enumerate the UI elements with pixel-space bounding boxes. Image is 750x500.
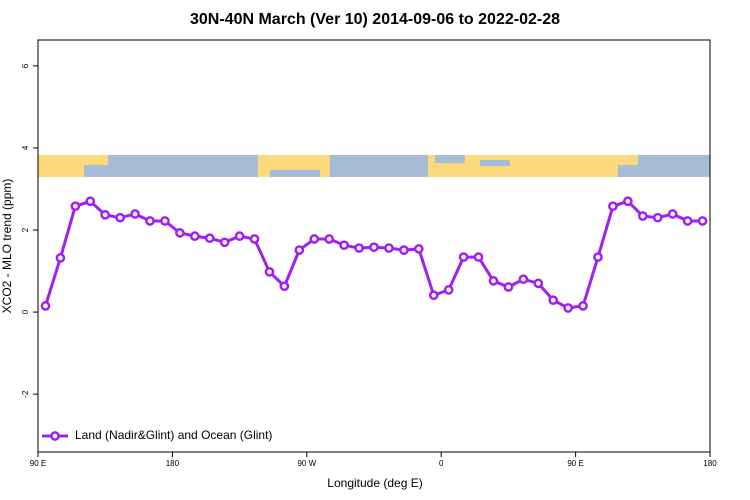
- point: [384, 243, 394, 253]
- point: [249, 234, 260, 244]
- y-tick-label: 0: [21, 309, 30, 314]
- point: [55, 253, 66, 263]
- point: [652, 212, 663, 223]
- point: [130, 209, 140, 219]
- point: [175, 228, 185, 238]
- point: [518, 274, 529, 285]
- point: [563, 303, 573, 313]
- point: [533, 278, 544, 289]
- x-tick-label: 90 W: [297, 459, 316, 468]
- point: [443, 285, 454, 295]
- y-tick-label: 4: [21, 145, 30, 150]
- point: [264, 267, 275, 277]
- point: [428, 290, 439, 301]
- point: [309, 234, 320, 244]
- point: [324, 234, 335, 244]
- point: [85, 196, 96, 207]
- point: [488, 276, 499, 286]
- map-strip: [38, 155, 710, 177]
- x-axis-label: Longitude (deg E): [327, 476, 422, 490]
- legend-label: Land (Nadir&Glint) and Ocean (Glint): [75, 428, 272, 442]
- point: [637, 211, 648, 221]
- x-tick-label: 180: [703, 459, 717, 468]
- point: [279, 281, 290, 292]
- x-tick-label: 0: [439, 459, 444, 468]
- point: [219, 237, 230, 248]
- y-tick-label: 6: [21, 63, 30, 68]
- point: [608, 201, 618, 212]
- point: [189, 231, 200, 242]
- point: [100, 209, 111, 220]
- point: [70, 201, 81, 212]
- point: [294, 245, 305, 255]
- point: [399, 245, 409, 255]
- point: [593, 252, 603, 262]
- plot-frame: [37, 39, 711, 453]
- point: [204, 233, 215, 244]
- point: [473, 252, 484, 262]
- y-tick-label: 2: [21, 227, 30, 232]
- legend-marker: [50, 431, 60, 441]
- point: [115, 212, 125, 223]
- point: [548, 295, 559, 306]
- x-tick-label: 90 E: [30, 459, 46, 468]
- point: [503, 282, 514, 292]
- x-tick-label: 90 E: [567, 459, 583, 468]
- point: [667, 209, 678, 219]
- chart-title: 30N-40N March (Ver 10) 2014-09-06 to 202…: [190, 11, 560, 28]
- series-line: [44, 199, 703, 310]
- y-axis-label: XCO2 - MLO trend (ppm): [0, 179, 14, 314]
- point: [339, 240, 349, 251]
- point: [354, 243, 364, 253]
- point: [160, 216, 170, 226]
- point: [145, 216, 155, 226]
- point: [40, 301, 51, 311]
- y-tick-label: -2: [21, 390, 30, 398]
- point: [234, 231, 245, 242]
- x-tick-label: 180: [166, 459, 180, 468]
- point: [623, 196, 633, 207]
- point: [697, 216, 708, 226]
- point: [458, 252, 469, 262]
- point: [369, 242, 379, 253]
- point: [413, 244, 424, 254]
- point: [578, 301, 588, 311]
- point: [682, 216, 693, 226]
